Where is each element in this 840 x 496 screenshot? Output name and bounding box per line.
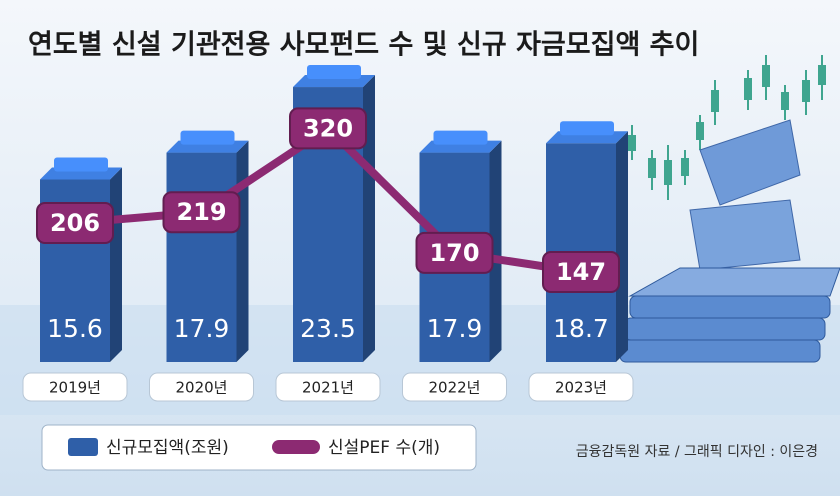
point-box — [542, 250, 620, 293]
bar — [166, 152, 237, 362]
legend-swatch — [272, 440, 320, 454]
point-box — [415, 231, 494, 274]
x-tick-label: 2020년 — [176, 379, 228, 397]
bar-side — [616, 131, 628, 362]
category-box — [402, 372, 507, 402]
value-label: 15.6 — [47, 314, 103, 343]
point-label: 219 — [176, 198, 226, 226]
point-label: 320 — [303, 114, 353, 142]
category-box — [22, 372, 128, 402]
bar-side — [236, 140, 249, 362]
point-label: 147 — [556, 258, 606, 286]
bar-top-block — [307, 65, 361, 80]
bar-side — [363, 75, 375, 363]
x-tick-label: 2023년 — [555, 379, 607, 397]
source: 금융감독원 자료 / 그래픽 디자인 : 이은경 — [576, 444, 818, 460]
chart-title: 연도별 신설 기관전용 사모펀드 수 및 신규 자금모집액 추이 — [28, 30, 699, 61]
x-tick-label: 2019년 — [49, 379, 101, 397]
category-box — [149, 372, 254, 402]
x-tick-label: 2022년 — [429, 379, 481, 397]
category-box — [275, 372, 381, 402]
category-box — [528, 372, 634, 402]
point-box — [162, 191, 241, 234]
bar-top-block — [433, 130, 488, 145]
bar-top-block — [54, 157, 108, 172]
bar-side — [110, 167, 122, 362]
point-label: 206 — [50, 209, 100, 237]
value-label: 17.9 — [427, 314, 483, 343]
point-label: 170 — [429, 239, 479, 267]
legend-label: 신설PEF 수(개) — [328, 438, 440, 458]
value-label: 17.9 — [174, 314, 230, 343]
legend — [41, 424, 477, 471]
value-label: 23.5 — [300, 314, 356, 343]
point-box — [289, 107, 367, 150]
point-box — [36, 202, 114, 245]
bar-top-block — [560, 121, 614, 136]
legend-label: 신규모집액(조원) — [106, 438, 229, 458]
bar-top-block — [180, 130, 235, 145]
decoration — [619, 55, 840, 363]
value-label: 18.7 — [553, 314, 609, 343]
plot: 15.6 2019년 17.9 2020년 23.5 2021년 17.9 2022년 18.7… — [22, 65, 634, 402]
x-tick-label: 2021년 — [302, 379, 354, 397]
bar-side — [489, 140, 502, 362]
legend-swatch — [68, 438, 98, 456]
